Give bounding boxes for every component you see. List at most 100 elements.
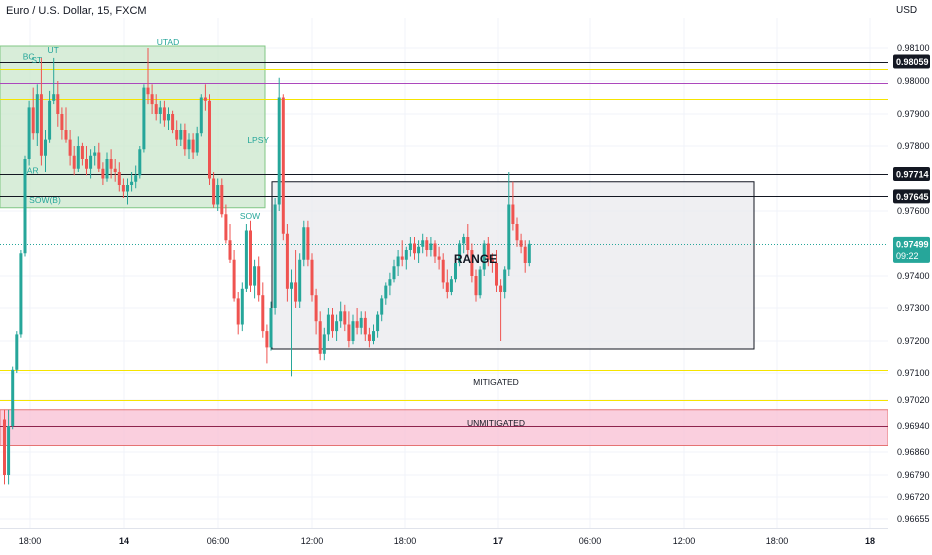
time-tick-label: 18 — [865, 536, 875, 546]
price-label-text: 0.98059 — [896, 57, 929, 67]
price-axis-background — [888, 0, 932, 550]
price-tick-label: 0.97900 — [897, 109, 930, 119]
candle-body — [302, 227, 306, 260]
time-axis[interactable]: 18:00 14 06:00 12:00 18:00 17 06:00 12:00 18:00 1… — [0, 528, 888, 547]
candle-body — [433, 243, 437, 257]
annotation-label: UNMITIGATED — [467, 418, 525, 428]
candle-body — [355, 321, 359, 328]
candle-body — [15, 334, 19, 370]
candle-body — [388, 279, 392, 286]
candle-body — [232, 259, 236, 299]
candle-body — [363, 317, 367, 335]
candles-layer — [3, 48, 531, 485]
candle-body — [19, 253, 23, 335]
candle-body — [261, 295, 265, 332]
candle-body — [294, 282, 298, 302]
time-tick-label: 18:00 — [19, 536, 42, 546]
candle-body — [527, 243, 531, 263]
candle-body — [240, 288, 244, 325]
candle-body — [52, 94, 56, 101]
candle-body — [511, 204, 515, 224]
annotation-label: RANGE — [454, 252, 497, 266]
annotation-label: MITIGATED — [473, 377, 519, 387]
candle-body — [7, 426, 11, 475]
time-tick-label: 06:00 — [579, 536, 602, 546]
time-tick-label: 12:00 — [673, 536, 696, 546]
candle-body — [130, 181, 134, 185]
candle-body — [454, 263, 457, 280]
candle-body — [396, 256, 400, 267]
candle-body — [142, 87, 146, 150]
candle-body — [171, 114, 175, 130]
candle-body — [64, 130, 68, 140]
time-tick-label: 12:00 — [301, 536, 324, 546]
candle-body — [175, 130, 179, 140]
candle-body — [470, 250, 474, 276]
time-tick-label: 06:00 — [207, 536, 230, 546]
candle-body — [384, 285, 388, 299]
candle-body — [138, 149, 142, 176]
candle-body — [281, 97, 285, 234]
price-tick-label: 0.96790 — [897, 470, 930, 480]
price-tick-label: 0.96720 — [897, 492, 930, 502]
price-label-box — [893, 54, 930, 69]
candle-body — [48, 100, 52, 140]
candle-body — [351, 321, 355, 341]
annotation-label: BC — [23, 52, 35, 62]
candle-body — [158, 107, 162, 114]
time-tick-label: 18:00 — [766, 536, 789, 546]
candle-body — [466, 237, 470, 250]
candle-body — [216, 185, 220, 205]
candle-body — [519, 240, 523, 247]
candle-body — [3, 419, 6, 475]
annotation-label: AR — [27, 166, 39, 176]
candle-body — [244, 230, 248, 289]
candle-body — [507, 204, 511, 270]
candle-body — [331, 314, 334, 332]
candle-body — [482, 243, 486, 270]
candle-body — [372, 331, 375, 341]
candle-body — [154, 104, 158, 114]
candle-body — [23, 159, 27, 254]
candle-body — [273, 204, 277, 308]
candle-body — [150, 94, 154, 105]
candle-body — [449, 279, 453, 292]
candle-body — [167, 114, 170, 121]
candle-body — [162, 107, 166, 121]
candle-body — [199, 97, 203, 134]
candle-body — [195, 133, 199, 153]
candle-body — [203, 97, 207, 101]
candle-body — [208, 100, 211, 179]
candle-body — [97, 152, 101, 169]
candle-body — [376, 314, 380, 332]
price-axis[interactable]: 0.98100 0.98000 0.97900 0.97800 0.97600 0.974… — [888, 0, 932, 550]
candle-body — [306, 227, 310, 260]
price-tick-label: 0.97200 — [897, 336, 930, 346]
candle-body — [335, 321, 339, 332]
candle-body — [523, 246, 527, 263]
time-tick-label: 17 — [493, 536, 503, 546]
candle-body — [113, 168, 117, 172]
price-label-box — [893, 189, 930, 204]
candle-body — [76, 146, 80, 169]
time-tick-label: 14 — [119, 536, 129, 546]
candle-body — [212, 178, 216, 205]
candle-body — [269, 308, 273, 348]
candle-body — [56, 94, 60, 114]
price-tick-label: 0.98000 — [897, 76, 930, 86]
candle-body — [441, 259, 445, 283]
annotation-label: ST — [31, 55, 42, 65]
candle-body — [499, 285, 503, 292]
accumulation-box — [0, 45, 266, 209]
candle-body — [408, 243, 412, 250]
price-tick-label: 0.97100 — [897, 368, 930, 378]
candle-body — [80, 146, 84, 159]
candle-body — [236, 298, 240, 325]
candle-body — [277, 97, 281, 205]
price-tick-label: 0.97400 — [897, 271, 930, 281]
price-label-text: 0.97714 — [896, 169, 929, 179]
candle-body — [27, 107, 31, 159]
candle-body — [85, 159, 88, 169]
